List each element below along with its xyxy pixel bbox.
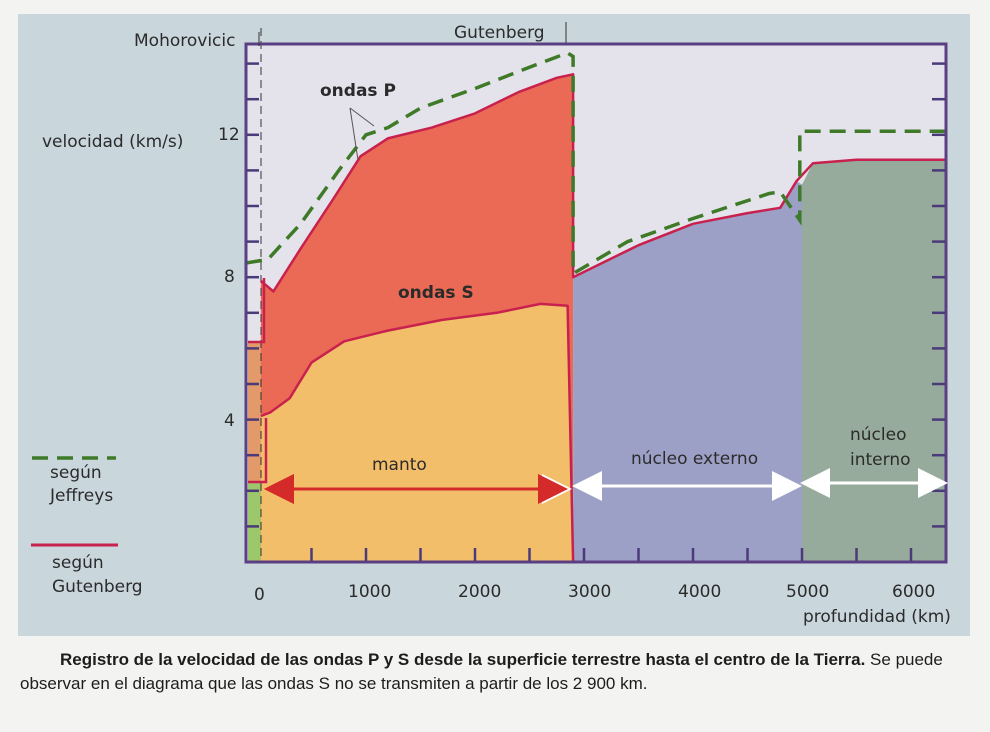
x-ticks [310, 548, 913, 561]
x-tick-label-5000: 5000 [786, 582, 829, 602]
x-tick-label-1000: 1000 [348, 582, 391, 602]
caption-bold: Registro de la velocidad de las ondas P … [60, 650, 866, 669]
p-wave-gutenberg-line [259, 73, 946, 293]
x-tick-label-2000: 2000 [458, 582, 501, 602]
x-tick-label-4000: 4000 [678, 582, 721, 602]
ondas-p-pointer-1 [349, 107, 375, 127]
legend-jeffreys-label-2: Jeffreys [49, 486, 113, 506]
x-tick-label-6000: 6000 [892, 582, 935, 602]
legend-gutenberg-label-1: según [52, 553, 104, 573]
y-axis-label: velocidad (km/s) [42, 132, 183, 152]
plot-frame [244, 42, 948, 564]
x-tick-label-3000: 3000 [568, 582, 611, 602]
manto-label: manto [372, 455, 427, 475]
caption-rest-2: observar en el diagrama que las ondas S … [20, 674, 648, 693]
nucleo-interno-label-1: núcleo [850, 425, 906, 445]
y-tick-label-8: 8 [224, 267, 235, 287]
ondas-s-label: ondas S [398, 283, 474, 303]
figure-caption: Registro de la velocidad de las ondas P … [20, 648, 970, 696]
x-tick-label-0: 0 [254, 585, 265, 605]
legend-gutenberg-label-2: Gutenberg [52, 577, 143, 597]
ondas-p-pointer-2 [349, 107, 359, 161]
y-ticks-left [247, 62, 259, 528]
nucleo-interno-label-2: interno [850, 450, 911, 470]
ondas-p-label: ondas P [320, 81, 396, 101]
regions [248, 482, 261, 562]
crust-p-step [248, 278, 266, 344]
p-wave-jeffreys-line [245, 50, 946, 277]
caption-rest-1: Se puede [865, 650, 943, 669]
moho-label: Mohorovicic [134, 31, 235, 51]
s-wave-gutenberg-line [260, 302, 575, 563]
y-tick-label-12: 12 [218, 125, 240, 145]
velocity-chart: Mohorovicic Gutenberg velocidad (km/s) 1… [31, 22, 951, 627]
nucleo-externo-label: núcleo externo [631, 449, 758, 469]
inner-core-fill [802, 159, 946, 562]
crust-upper-fill [248, 342, 261, 482]
legend-jeffreys-label-1: según [50, 463, 102, 483]
y-ticks-right [932, 62, 945, 528]
gutenberg-label: Gutenberg [454, 23, 545, 43]
outer-core-fill [573, 181, 802, 562]
x-axis-label: profundidad (km) [803, 607, 951, 627]
y-tick-label-4: 4 [224, 411, 235, 431]
crust-region [248, 482, 261, 562]
